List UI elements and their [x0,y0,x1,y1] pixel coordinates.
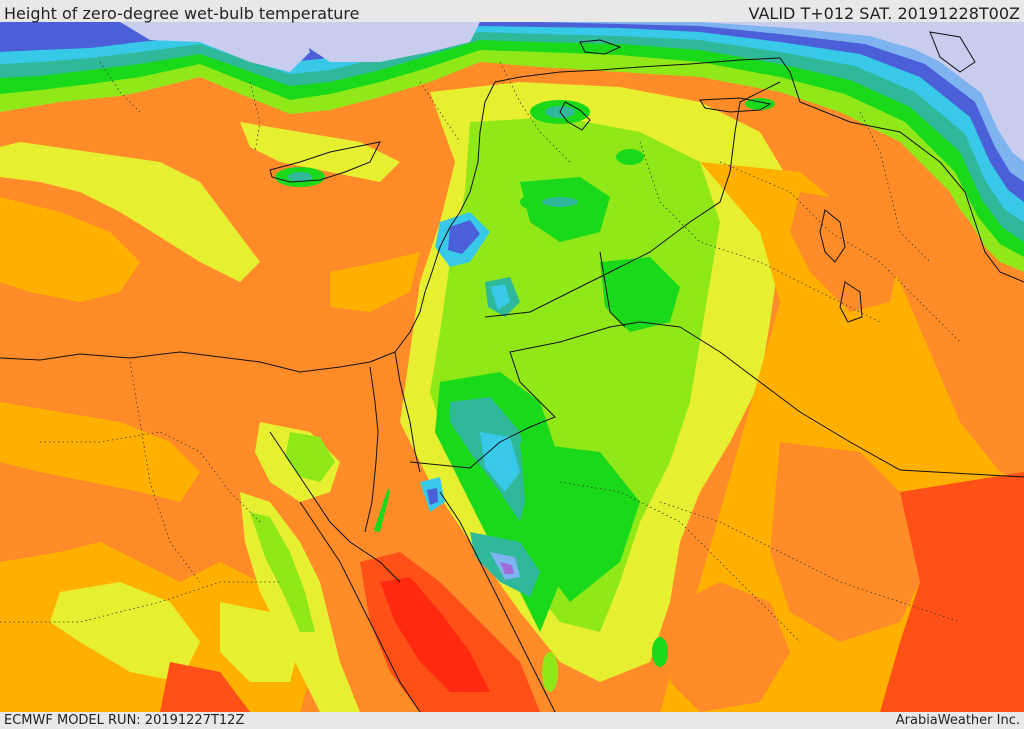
green-blobs [275,98,775,692]
model-run-label: ECMWF MODEL RUN: 20191227T12Z [4,713,245,728]
credit-label: ArabiaWeather Inc. [895,713,1020,728]
admin-borders [0,61,961,643]
valid-time: VALID T+012 SAT. 20191228T00Z [748,4,1020,23]
country-borders [0,31,1024,712]
egypt-region [0,352,400,712]
map-footer: ECMWF MODEL RUN: 20191227T12Z ArabiaWeat… [0,712,1024,729]
levant-cold-region [330,82,790,682]
weather-map [0,22,1024,712]
map-canvas [0,22,1024,712]
mediterranean-region [0,80,470,367]
northern-cold-band [0,22,1024,272]
map-title: Height of zero-degree wet-bulb temperatu… [4,4,360,23]
map-header: Height of zero-degree wet-bulb temperatu… [0,0,1024,23]
red-sea-warm-band [360,552,540,712]
